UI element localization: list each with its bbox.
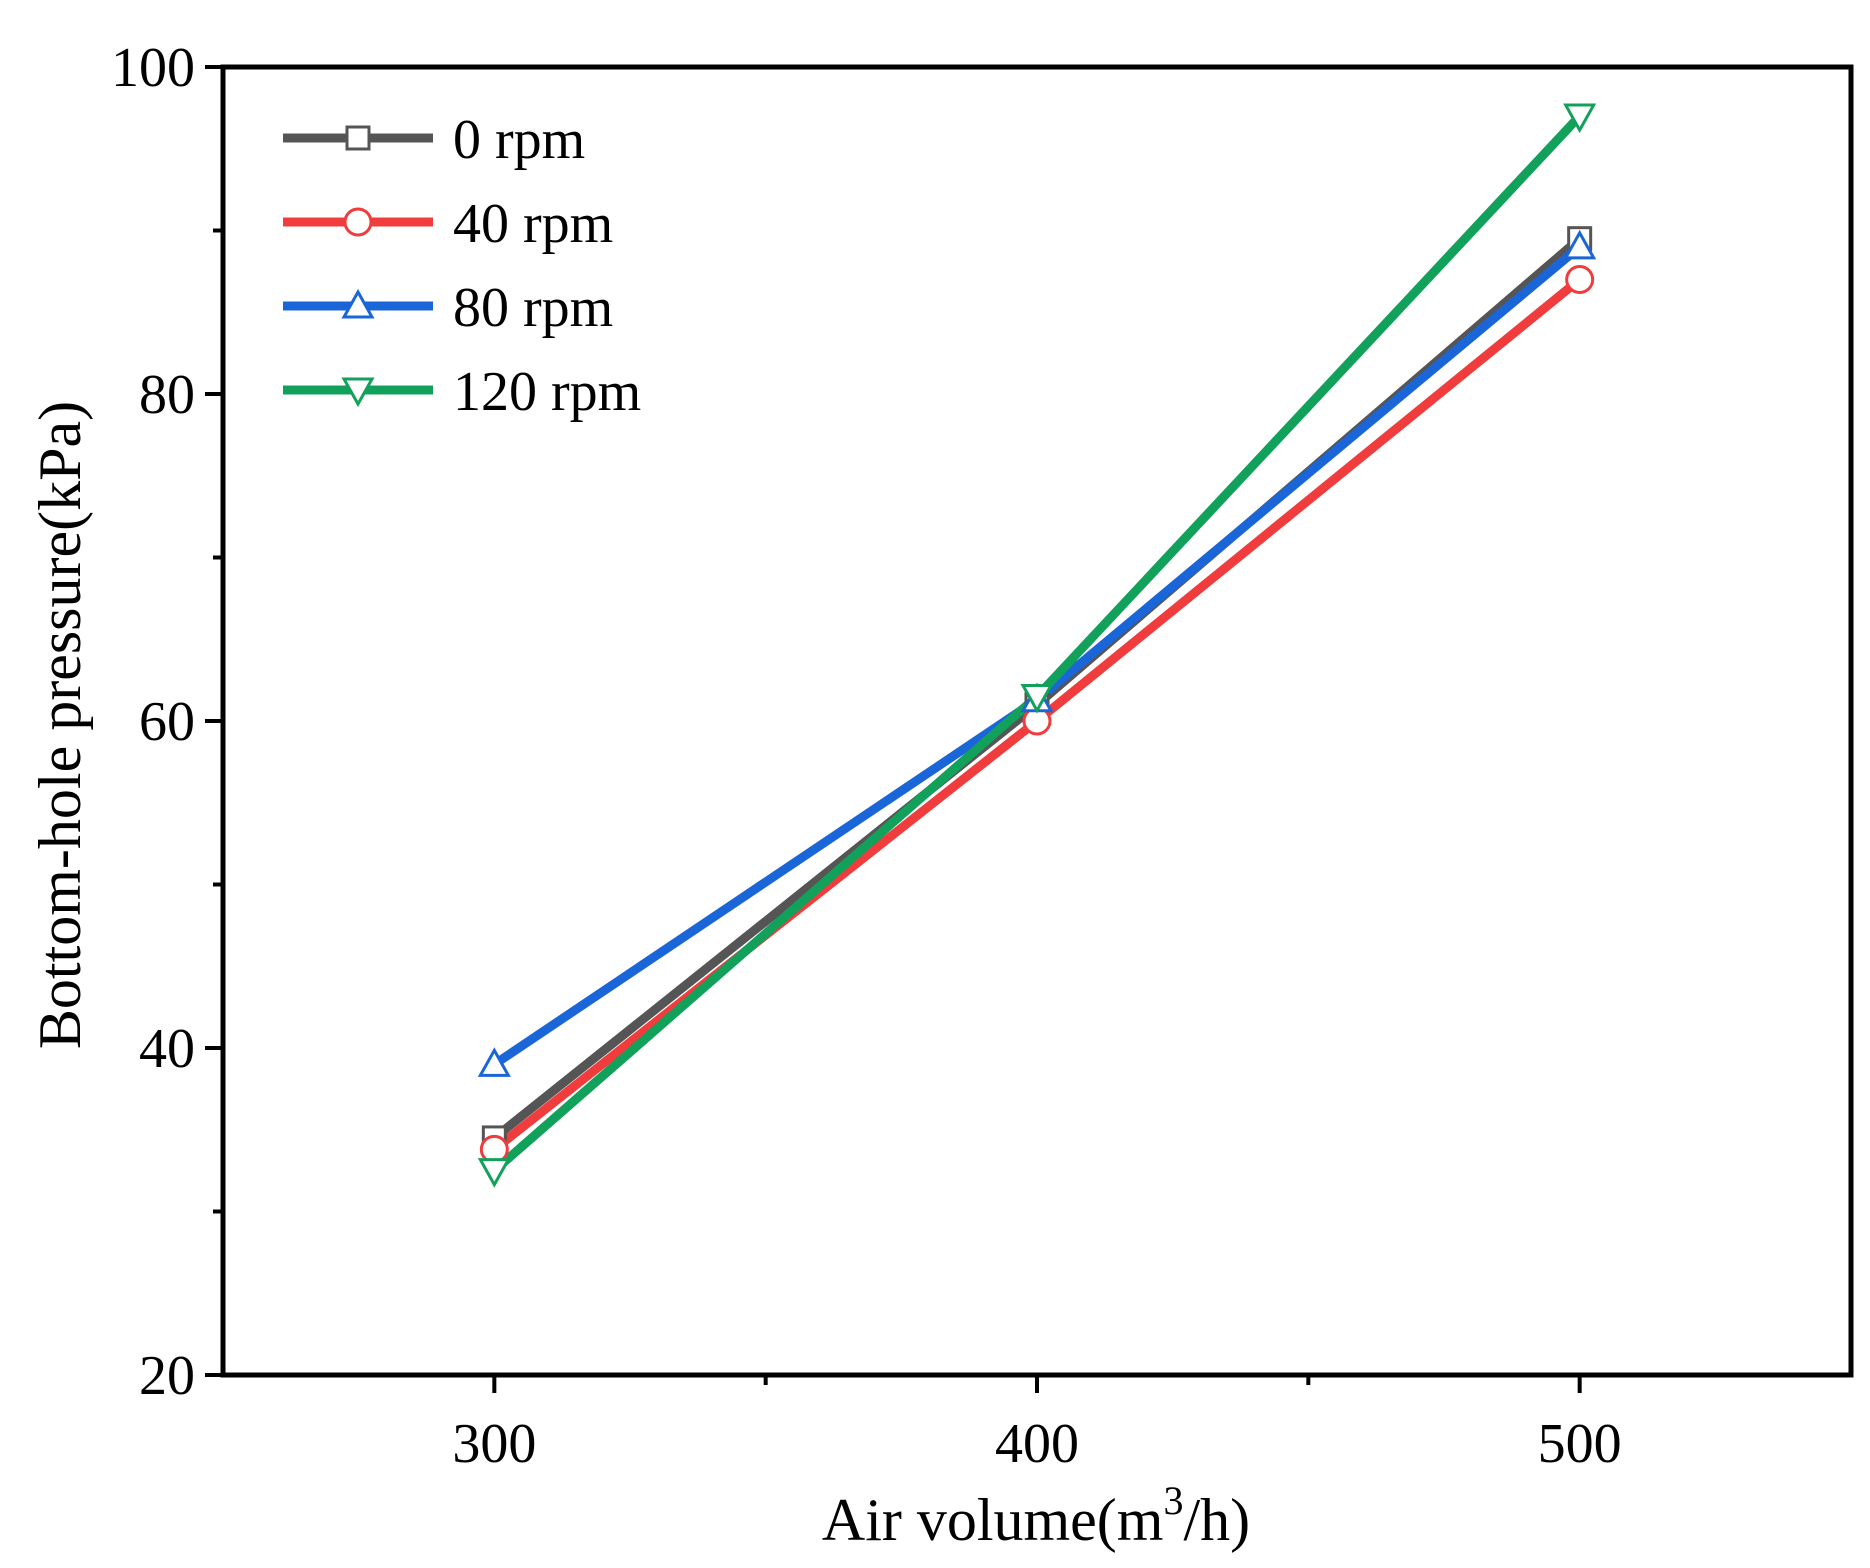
y-tick-label: 100 <box>111 37 195 99</box>
y-tick-label: 40 <box>139 1018 195 1080</box>
legend-label-0-rpm: 0 rpm <box>453 109 585 171</box>
legend-label-40-rpm: 40 rpm <box>453 193 613 255</box>
y-tick-label: 60 <box>139 691 195 753</box>
data-point-80-rpm-x300 <box>477 1047 511 1077</box>
x-axis-label: Air volume(m3/h) <box>822 1478 1250 1553</box>
legend-label-80-rpm: 80 rpm <box>453 277 613 339</box>
y-axis-label: Bottom-hole pressure(kPa) <box>27 401 93 1049</box>
x-axis-label-tail: /h) <box>1183 1487 1250 1553</box>
plot-frame <box>220 64 1854 1378</box>
x-tick-label: 300 <box>452 1413 536 1475</box>
axis-ticks: 300 400 500 20 40 60 80 100 <box>111 37 1622 1475</box>
y-tick-label: 20 <box>139 1345 195 1407</box>
data-point-80-rpm-x500 <box>1563 229 1597 260</box>
x-tick-label: 500 <box>1538 1413 1622 1475</box>
data-point-120-rpm-x400 <box>1020 683 1054 714</box>
legend-marker-120-rpm <box>341 377 375 408</box>
legend-marker-40-rpm <box>343 207 373 237</box>
y-tick-label: 80 <box>139 364 195 426</box>
x-axis-label-superscript: 3 <box>1163 1478 1183 1523</box>
legend-label-120-rpm: 120 rpm <box>453 361 641 423</box>
legend-marker-0-rpm <box>345 125 371 151</box>
data-point-120-rpm-x500 <box>1563 103 1597 134</box>
x-axis-label-text: Air volume(m <box>822 1487 1164 1553</box>
data-point-120-rpm-x300 <box>477 1158 511 1188</box>
legend: 0 rpm 40 rpm 80 rpm 120 rpm <box>283 109 641 423</box>
data-point-40-rpm-x500 <box>1565 265 1595 295</box>
legend-marker-80-rpm <box>341 288 375 319</box>
series-markers <box>477 103 1597 1188</box>
x-tick-label: 400 <box>995 1413 1079 1475</box>
